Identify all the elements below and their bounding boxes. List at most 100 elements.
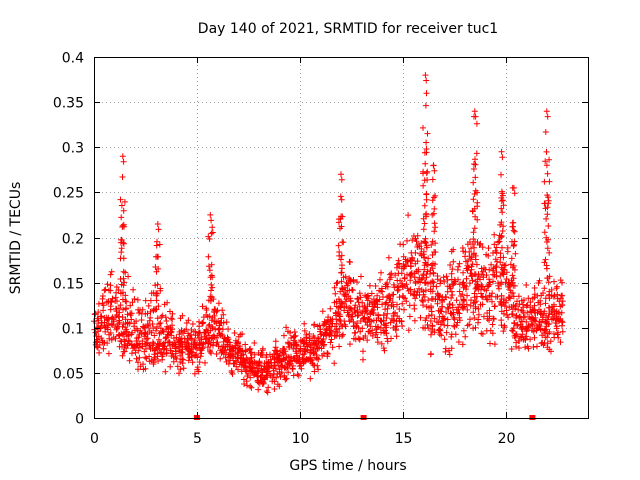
- data-point: [393, 333, 400, 340]
- data-point: [242, 341, 249, 348]
- data-point: [411, 288, 418, 295]
- data-point: [95, 309, 102, 316]
- data-point: [375, 312, 382, 319]
- data-point: [501, 324, 508, 331]
- data-point: [546, 288, 553, 295]
- data-point: [118, 245, 125, 252]
- data-point: [423, 242, 430, 249]
- data-point: [388, 274, 394, 281]
- data-point: [459, 245, 466, 251]
- data-point: [95, 300, 102, 307]
- data-point: [199, 303, 206, 310]
- data-point: [338, 213, 345, 220]
- data-point: [495, 280, 501, 287]
- data-point: [135, 359, 141, 366]
- data-point: [414, 258, 421, 265]
- data-point: [206, 267, 213, 274]
- data-point: [501, 303, 508, 310]
- data-point: [384, 305, 391, 312]
- data-point: [130, 286, 137, 293]
- data-point: [142, 310, 149, 317]
- data-point: [508, 311, 515, 317]
- data-point: [271, 386, 278, 392]
- data-point: [331, 360, 338, 367]
- data-point: [541, 200, 548, 207]
- data-point: [559, 279, 565, 286]
- data-point: [355, 335, 362, 342]
- data-point: [467, 316, 473, 323]
- data-point: [239, 356, 246, 363]
- data-point: [276, 383, 283, 390]
- data-point: [194, 354, 201, 361]
- data-point: [545, 321, 552, 328]
- data-point: [104, 322, 110, 329]
- data-point: [469, 277, 476, 284]
- data-point: [463, 283, 470, 290]
- data-point: [209, 274, 216, 281]
- data-point: [255, 386, 262, 393]
- data-point: [272, 338, 279, 345]
- data-point: [243, 368, 250, 375]
- y-axis-title: SRMTID / TECUs: [8, 182, 24, 295]
- data-point: [420, 170, 426, 177]
- data-point: [148, 329, 155, 336]
- data-point: [196, 359, 203, 366]
- data-point: [510, 227, 517, 234]
- data-point: [536, 321, 543, 328]
- data-point: [510, 219, 517, 226]
- data-point: [209, 284, 216, 291]
- data-point: [545, 223, 552, 229]
- data-point: [536, 306, 542, 313]
- data-point: [510, 293, 517, 300]
- data-point: [149, 321, 156, 327]
- data-point: [389, 315, 395, 322]
- data-point: [431, 205, 438, 212]
- data-point: [335, 310, 342, 317]
- data-point: [505, 280, 512, 287]
- data-point: [282, 376, 289, 383]
- data-point: [120, 221, 127, 228]
- data-point: [429, 238, 436, 245]
- data-point: [285, 343, 292, 350]
- data-point: [301, 351, 308, 357]
- data-point: [285, 340, 292, 347]
- data-point: [280, 350, 287, 357]
- data-point: [523, 282, 530, 288]
- data-point: [487, 340, 493, 347]
- data-point: [137, 307, 143, 313]
- data-point: [237, 347, 243, 354]
- data-point: [157, 320, 164, 326]
- data-point: [475, 305, 482, 312]
- data-point: [206, 337, 213, 344]
- data-point: [509, 223, 516, 230]
- data-point: [404, 285, 411, 292]
- data-point: [112, 335, 119, 342]
- data-point: [504, 244, 511, 251]
- data-point: [385, 301, 392, 308]
- data-point: [489, 298, 495, 305]
- data-point: [450, 258, 457, 265]
- data-point: [460, 305, 467, 312]
- data-point: [378, 285, 385, 292]
- data-point: [337, 225, 343, 232]
- data-point: [541, 285, 548, 292]
- data-point: [463, 301, 470, 308]
- data-point: [386, 271, 393, 278]
- data-point: [319, 352, 326, 359]
- data-point: [422, 235, 429, 242]
- data-point: [247, 383, 254, 390]
- data-point: [508, 346, 515, 352]
- data-point: [227, 346, 234, 353]
- data-point: [392, 309, 399, 316]
- data-point: [285, 328, 291, 335]
- data-point: [257, 374, 264, 380]
- data-point: [421, 266, 428, 273]
- data-point: [131, 296, 138, 302]
- data-point: [148, 357, 155, 364]
- data-point: [223, 358, 230, 365]
- data-point: [239, 348, 246, 355]
- data-point: [133, 355, 140, 362]
- data-point: [414, 232, 421, 239]
- data-point: [491, 241, 498, 248]
- data-point: [121, 279, 128, 286]
